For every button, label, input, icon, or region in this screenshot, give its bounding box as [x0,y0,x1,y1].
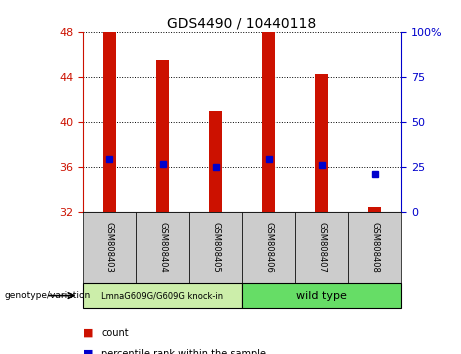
Title: GDS4490 / 10440118: GDS4490 / 10440118 [167,17,317,31]
Text: ■: ■ [83,349,94,354]
Text: GSM808408: GSM808408 [370,222,379,273]
Text: LmnaG609G/G609G knock-in: LmnaG609G/G609G knock-in [101,291,224,300]
Text: GSM808404: GSM808404 [158,222,167,273]
Text: genotype/variation: genotype/variation [5,291,91,300]
Bar [368,207,381,212]
Bar [156,60,169,212]
Text: GSM808403: GSM808403 [105,222,114,273]
Text: GSM808407: GSM808407 [317,222,326,273]
Text: count: count [101,328,129,338]
Bar [103,32,116,212]
Text: wild type: wild type [296,291,347,301]
Text: GSM808406: GSM808406 [264,222,273,273]
Bar [315,74,328,212]
Text: percentile rank within the sample: percentile rank within the sample [101,349,266,354]
Bar [262,32,275,212]
Text: GSM808405: GSM808405 [211,222,220,273]
Bar [209,111,222,212]
Text: ■: ■ [83,328,94,338]
